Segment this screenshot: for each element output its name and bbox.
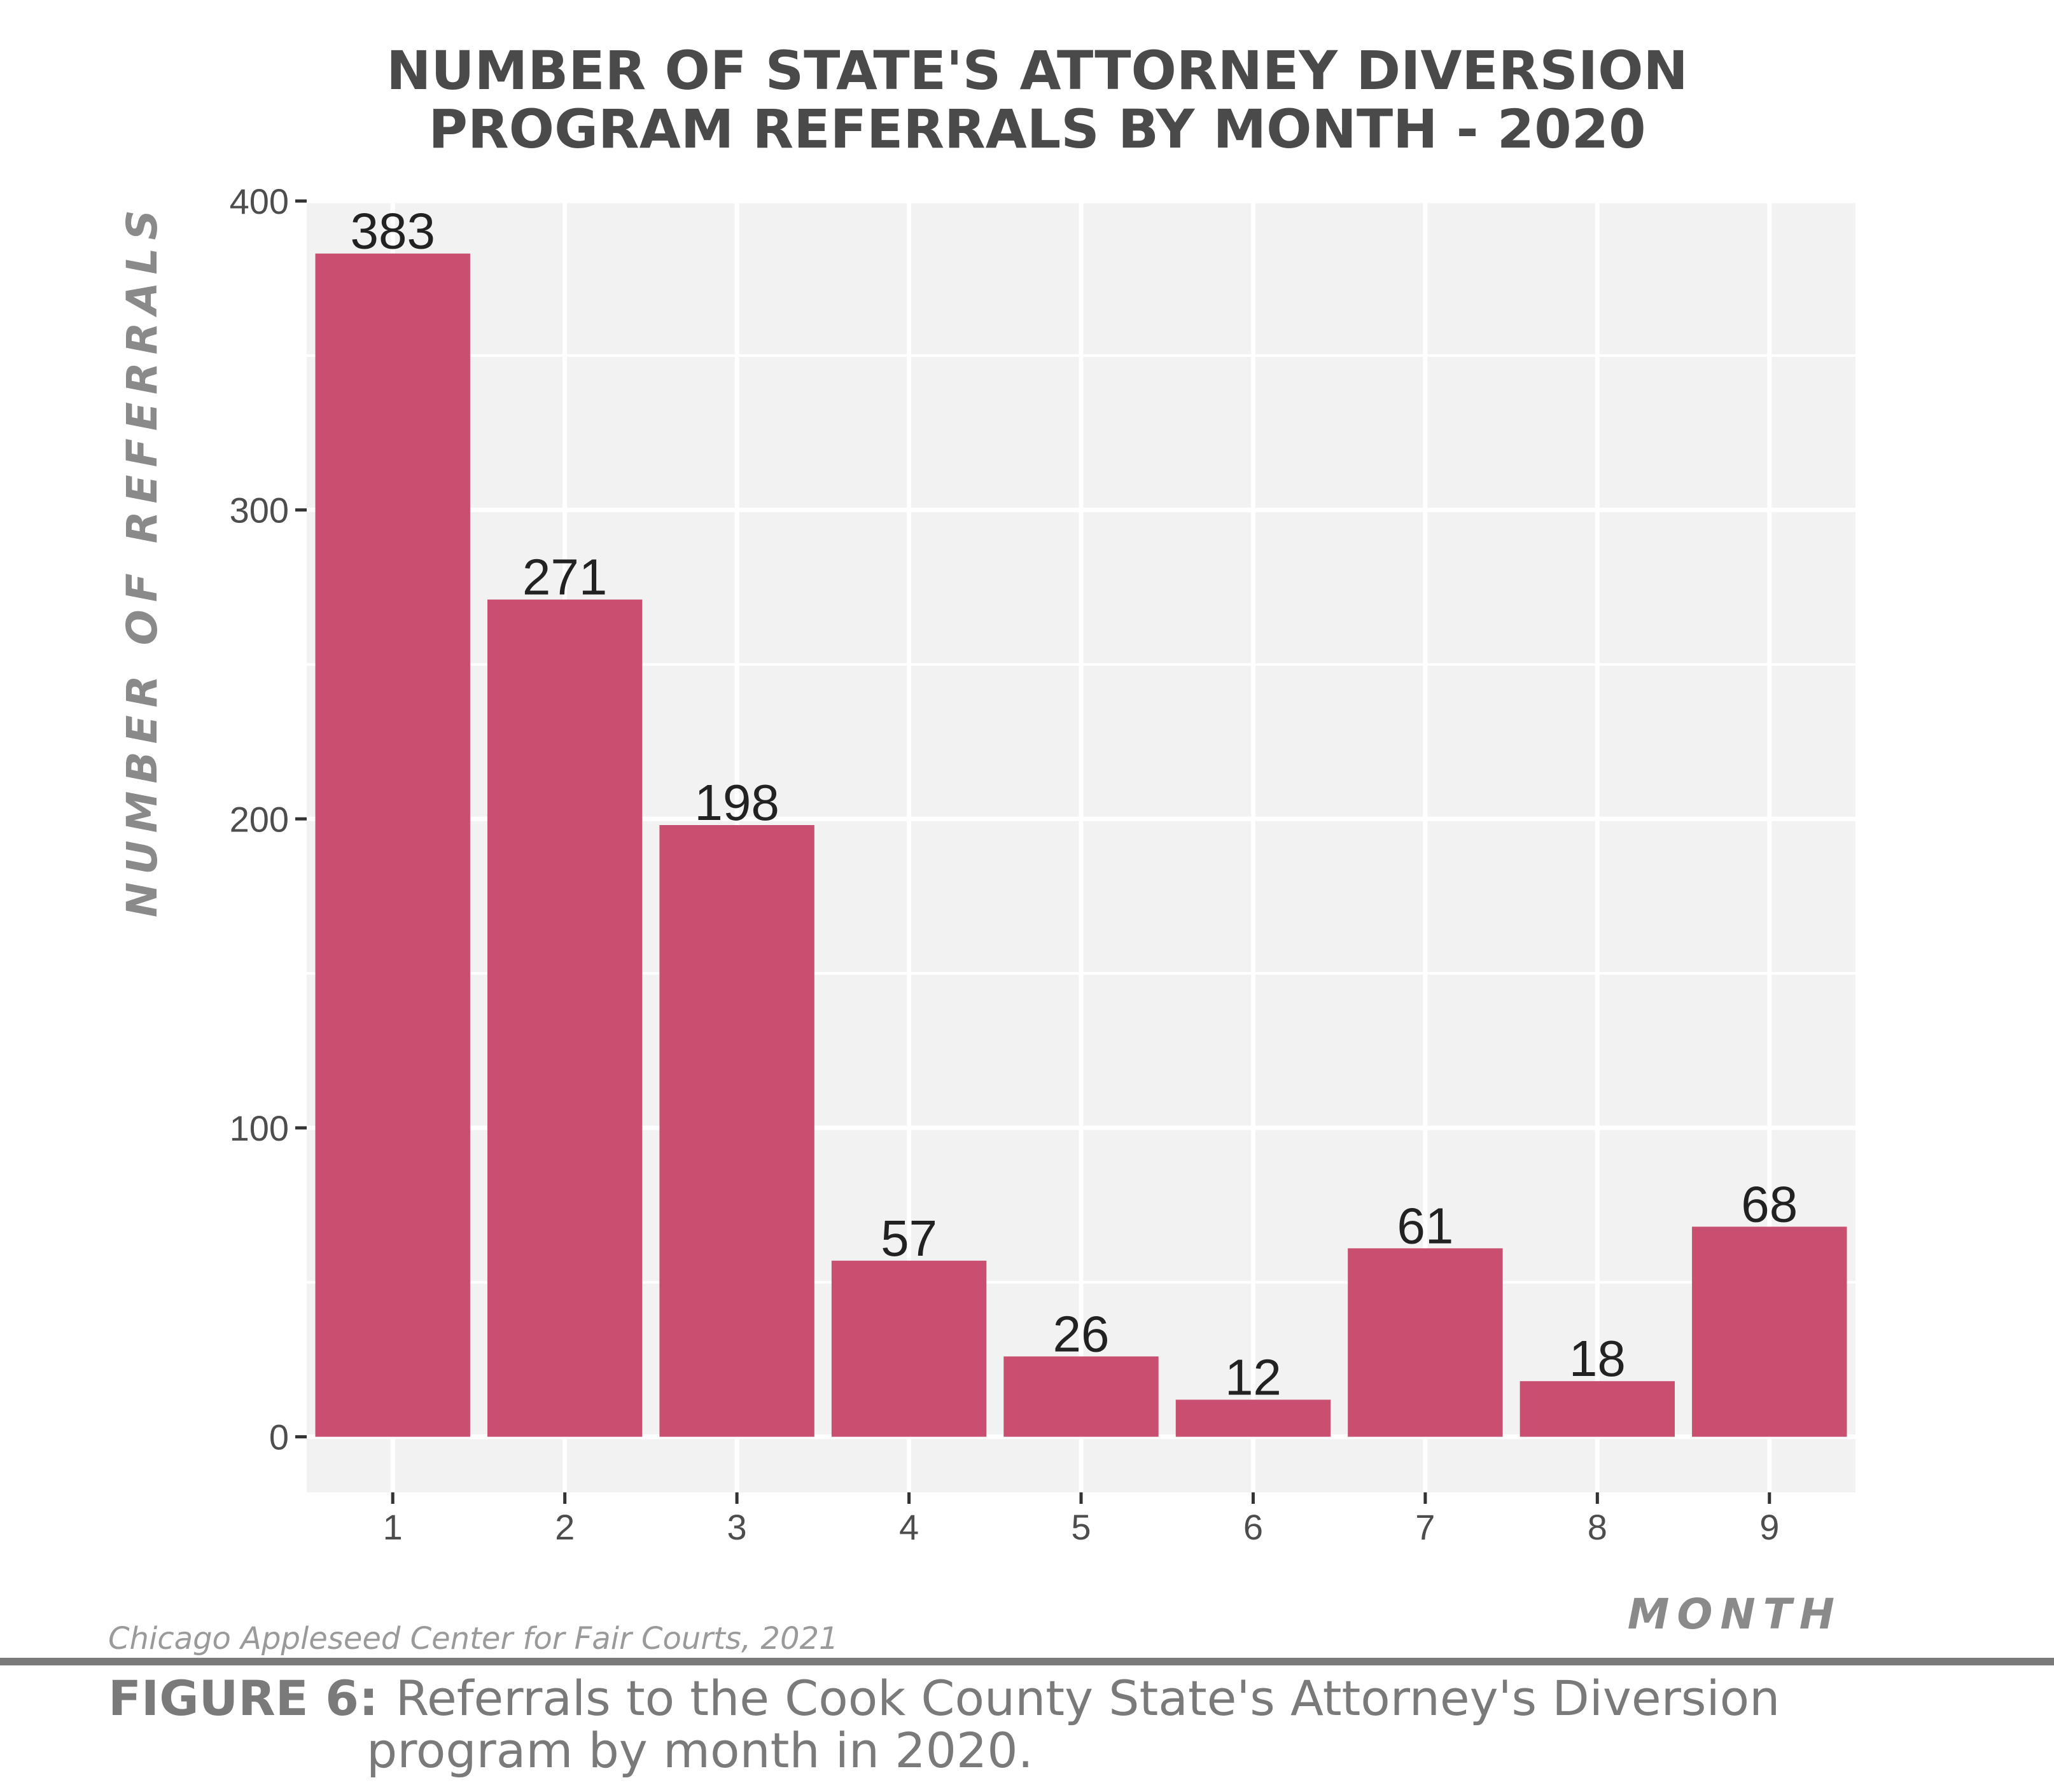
data-labels: 383 271 198 57 26 12 61 18 68 xyxy=(350,203,1798,1406)
y-tick-label: 200 xyxy=(230,799,289,839)
x-tick-label: 4 xyxy=(899,1507,919,1547)
bar-month-5 xyxy=(1003,1356,1159,1437)
bar-month-6 xyxy=(1175,1400,1331,1437)
y-axis-label: NUMBER OF REFERRALS xyxy=(118,202,167,917)
x-tick-label: 6 xyxy=(1243,1507,1263,1547)
x-tick-label: 1 xyxy=(383,1507,403,1547)
y-tick-label: 400 xyxy=(230,181,289,221)
x-axis-label: MONTH xyxy=(1628,1590,1842,1639)
data-label-month-6: 12 xyxy=(1225,1349,1282,1405)
bar-month-9 xyxy=(1692,1226,1847,1437)
x-tick-label: 9 xyxy=(1759,1507,1779,1547)
caption-divider xyxy=(0,1658,2054,1665)
bar-month-7 xyxy=(1348,1248,1503,1437)
source-note: Chicago Appleseed Center for Fair Courts… xyxy=(108,1621,839,1657)
data-label-month-1: 383 xyxy=(350,203,435,260)
bar-month-1 xyxy=(315,253,470,1437)
y-axis-ticks: 0 100 200 300 400 xyxy=(230,181,307,1457)
x-tick-label: 2 xyxy=(555,1507,575,1547)
x-tick-label: 3 xyxy=(727,1507,747,1547)
data-label-month-4: 57 xyxy=(881,1210,937,1267)
data-label-month-5: 26 xyxy=(1053,1305,1110,1362)
figure-caption-text-1: Referrals to the Cook County State's Att… xyxy=(396,1670,1780,1726)
x-tick-label: 8 xyxy=(1588,1507,1607,1547)
y-tick-label: 300 xyxy=(230,490,289,531)
x-tick-label: 5 xyxy=(1071,1507,1091,1547)
bar-month-8 xyxy=(1520,1381,1675,1437)
figure-caption-line-1: FIGURE 6: Referrals to the Cook County S… xyxy=(108,1670,1780,1726)
data-label-month-7: 61 xyxy=(1397,1197,1453,1254)
bar-month-4 xyxy=(831,1260,987,1437)
bars xyxy=(315,253,1847,1437)
data-label-month-9: 68 xyxy=(1741,1176,1798,1232)
y-tick-label: 100 xyxy=(230,1108,289,1148)
x-tick-label: 7 xyxy=(1415,1507,1435,1547)
y-tick-label: 0 xyxy=(269,1417,289,1457)
bar-month-3 xyxy=(659,825,814,1437)
chart-title-line-2: PROGRAM REFERRALS BY MONTH - 2020 xyxy=(428,98,1645,160)
figure-caption-label: FIGURE 6: xyxy=(108,1670,378,1726)
data-label-month-2: 271 xyxy=(522,548,607,605)
data-label-month-3: 198 xyxy=(694,774,779,831)
figure-caption-line-2: program by month in 2020. xyxy=(367,1722,1033,1779)
data-label-month-8: 18 xyxy=(1569,1330,1626,1387)
bar-month-2 xyxy=(487,599,643,1437)
chart-title-line-1: NUMBER OF STATE'S ATTORNEY DIVERSION xyxy=(386,39,1688,102)
x-axis-ticks: 1 2 3 4 5 6 7 8 9 xyxy=(383,1492,1779,1547)
